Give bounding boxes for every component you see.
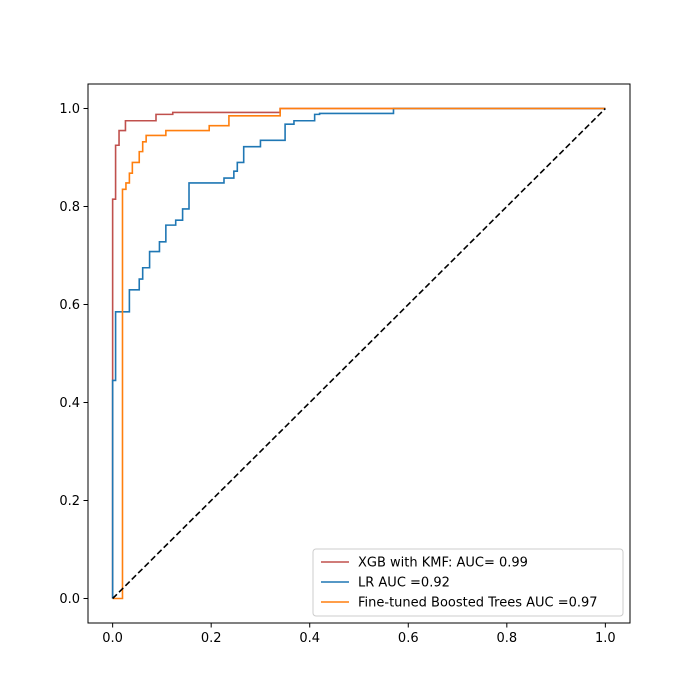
- plot-frame: [87, 83, 631, 624]
- legend-label-0: XGB with KMF: AUC= 0.99: [358, 556, 528, 571]
- x-tick-label: 0.8: [496, 631, 517, 646]
- roc-series-line-0: [111, 107, 606, 599]
- x-tick-label: 0.6: [398, 631, 419, 646]
- x-axis-ticks: 0.0 0.2 0.4 0.6 0.8 1.0: [102, 623, 616, 646]
- legend-label-1: LR AUC =0.92: [358, 576, 450, 591]
- y-tick-label: 0.4: [59, 396, 80, 411]
- y-tick-label: 0.6: [59, 298, 80, 313]
- x-tick-label: 0.0: [102, 631, 123, 646]
- legend: XGB with KMF: AUC= 0.99 LR AUC =0.92 Fine-…: [312, 548, 624, 617]
- y-tick-label: 0.8: [59, 200, 80, 215]
- chance-diagonal-line: [112, 107, 606, 600]
- legend-label-2: Fine-tuned Boosted Trees AUC =0.97: [358, 596, 598, 611]
- y-axis-ticks: 0.0 0.2 0.4 0.6 0.8 1.0: [59, 102, 88, 607]
- series-layer: [111, 107, 606, 600]
- roc-series-line-1: [111, 107, 606, 599]
- y-tick-label: 1.0: [59, 102, 80, 117]
- x-tick-label: 1.0: [595, 631, 616, 646]
- y-tick-label: 0.0: [59, 592, 80, 607]
- legend-box: [312, 548, 624, 617]
- x-tick-label: 0.2: [201, 631, 222, 646]
- roc-series-line-2: [112, 107, 606, 600]
- x-tick-label: 0.4: [299, 631, 320, 646]
- y-tick-label: 0.2: [59, 494, 80, 509]
